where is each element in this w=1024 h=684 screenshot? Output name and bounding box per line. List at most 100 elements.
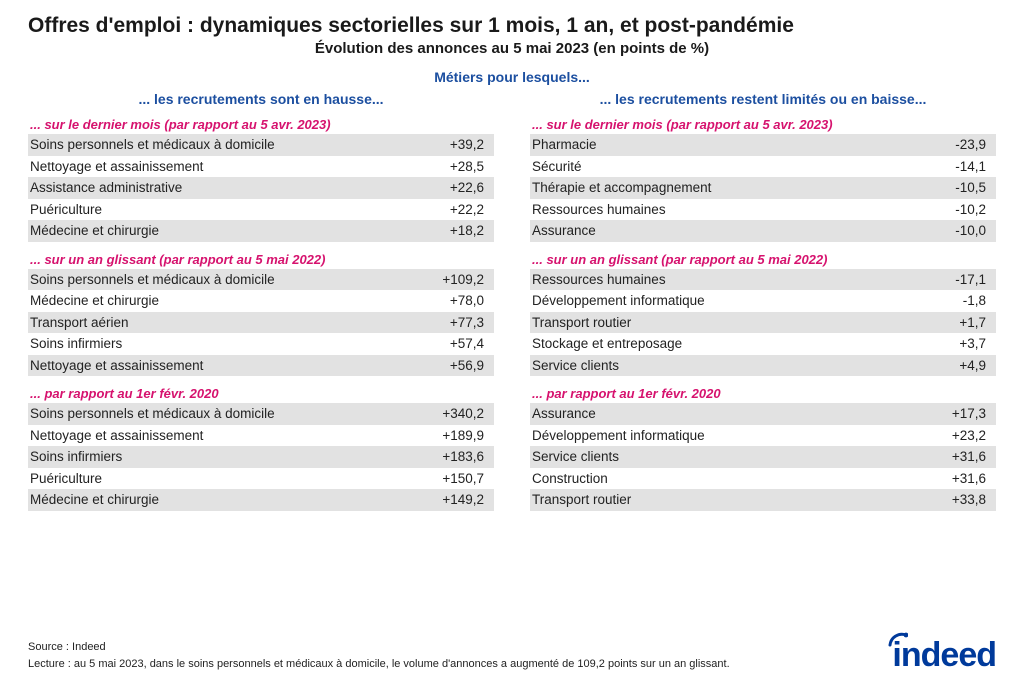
table-row: Médecine et chirurgie +18,2 [28,220,494,242]
page: Offres d'emploi : dynamiques sectorielle… [0,0,1024,684]
row-value: +39,2 [450,138,488,152]
row-label: Soins infirmiers [30,450,122,464]
row-value: +4,9 [959,359,990,373]
indeed-logo: indeed [892,632,996,672]
page-subtitle: Évolution des annonces au 5 mai 2023 (en… [28,40,996,57]
column-left-header: ... les recrutements sont en hausse... [28,91,494,107]
table-row: Soins personnels et médicaux à domicile+… [28,403,494,425]
table-row: Construction +31,6 [530,468,996,490]
row-label: Médecine et chirurgie [30,493,159,507]
footnotes: Source : Indeed Lecture : au 5 mai 2023,… [28,639,730,672]
row-label: Développement informatique [532,294,705,308]
row-label: Transport routier [532,316,631,330]
row-value: +78,0 [450,294,488,308]
table-row: Transport aérien +77,3 [28,312,494,334]
row-label: Nettoyage et assainissement [30,160,203,174]
page-title: Offres d'emploi : dynamiques sectorielle… [28,14,996,38]
table-row: Service clients +31,6 [530,446,996,468]
row-value: -1,8 [963,294,990,308]
row-label: Médecine et chirurgie [30,224,159,238]
row-label: Service clients [532,359,619,373]
table-row: Développement informatique+23,2 [530,425,996,447]
row-label: Construction [532,472,608,486]
right-section-1: ... sur un an glissant (par rapport au 5… [530,252,996,377]
table-row: Médecine et chirurgie +78,0 [28,290,494,312]
row-label: Thérapie et accompagnement [532,181,711,195]
row-value: +18,2 [450,224,488,238]
row-value: +340,2 [442,407,488,421]
row-value: +57,4 [450,337,488,351]
left-section-2: ... par rapport au 1er févr. 2020 Soins … [28,386,494,511]
row-label: Service clients [532,450,619,464]
row-value: +149,2 [442,493,488,507]
reading-line: Lecture : au 5 mai 2023, dans le soins p… [28,656,730,673]
row-value: +31,6 [952,472,990,486]
row-label: Sécurité [532,160,582,174]
row-value: +77,3 [450,316,488,330]
table-row: Ressources humaines-17,1 [530,269,996,291]
table-row: Assurance-10,0 [530,220,996,242]
row-value: +28,5 [450,160,488,174]
columns-wrap: ... les recrutements sont en hausse... .… [28,91,996,511]
row-label: Nettoyage et assainissement [30,359,203,373]
column-right-header: ... les recrutements restent limités ou … [530,91,996,107]
table-row: Soins infirmiers+57,4 [28,333,494,355]
row-value: -17,1 [955,273,990,287]
row-value: +17,3 [952,407,990,421]
row-value: +33,8 [952,493,990,507]
row-label: Puériculture [30,472,102,486]
indeed-logo-arc-icon [888,629,908,649]
row-label: Médecine et chirurgie [30,294,159,308]
table-row: Nettoyage et assainissement +56,9 [28,355,494,377]
table-row: Nettoyage et assainissement +28,5 [28,156,494,178]
column-right: ... les recrutements restent limités ou … [530,91,996,511]
section-label: ... sur un an glissant (par rapport au 5… [530,252,996,267]
table-row: Nettoyage et assainissement+189,9 [28,425,494,447]
left-section-0: ... sur le dernier mois (par rapport au … [28,117,494,242]
right-section-2: ... par rapport au 1er févr. 2020 Assura… [530,386,996,511]
row-label: Soins personnels et médicaux à domicile [30,273,275,287]
row-label: Ressources humaines [532,203,666,217]
row-value: +56,9 [450,359,488,373]
table-row: Assistance administrative +22,6 [28,177,494,199]
section-label: ... sur le dernier mois (par rapport au … [530,117,996,132]
table-row: Service clients +4,9 [530,355,996,377]
table-row: Thérapie et accompagnement -10,5 [530,177,996,199]
right-section-0: ... sur le dernier mois (par rapport au … [530,117,996,242]
row-value: +1,7 [959,316,990,330]
table-row: Ressources humaines -10,2 [530,199,996,221]
row-value: -10,0 [955,224,990,238]
table-row: Développement informatique -1,8 [530,290,996,312]
row-label: Développement informatique [532,429,705,443]
section-label: ... sur le dernier mois (par rapport au … [28,117,494,132]
row-value: +31,6 [952,450,990,464]
row-label: Soins personnels et médicaux à domicile [30,138,275,152]
table-row: Puériculture+150,7 [28,468,494,490]
left-section-1: ... sur un an glissant (par rapport au 5… [28,252,494,377]
row-value: +183,6 [442,450,488,464]
table-row: Soins personnels et médicaux à domicile +… [28,269,494,291]
row-value: +189,9 [442,429,488,443]
table-row: Pharmacie-23,9 [530,134,996,156]
table-row: Sécurité -14,1 [530,156,996,178]
row-value: -10,2 [955,203,990,217]
row-label: Assurance [532,407,596,421]
table-row: Puériculture+22,2 [28,199,494,221]
row-value: +109,2 [442,273,488,287]
row-value: -10,5 [955,181,990,195]
table-row: Soins infirmiers +183,6 [28,446,494,468]
row-value: -14,1 [955,160,990,174]
column-left: ... les recrutements sont en hausse... .… [28,91,494,511]
section-label: ... par rapport au 1er févr. 2020 [530,386,996,401]
row-label: Pharmacie [532,138,597,152]
table-row: Assurance +17,3 [530,403,996,425]
columns-super-header: Métiers pour lesquels... [28,69,996,85]
table-row: Stockage et entreposage+3,7 [530,333,996,355]
section-label: ... sur un an glissant (par rapport au 5… [28,252,494,267]
row-label: Transport aérien [30,316,129,330]
row-label: Transport routier [532,493,631,507]
row-value: +22,6 [450,181,488,195]
row-label: Stockage et entreposage [532,337,682,351]
row-label: Assistance administrative [30,181,182,195]
row-value: +22,2 [450,203,488,217]
